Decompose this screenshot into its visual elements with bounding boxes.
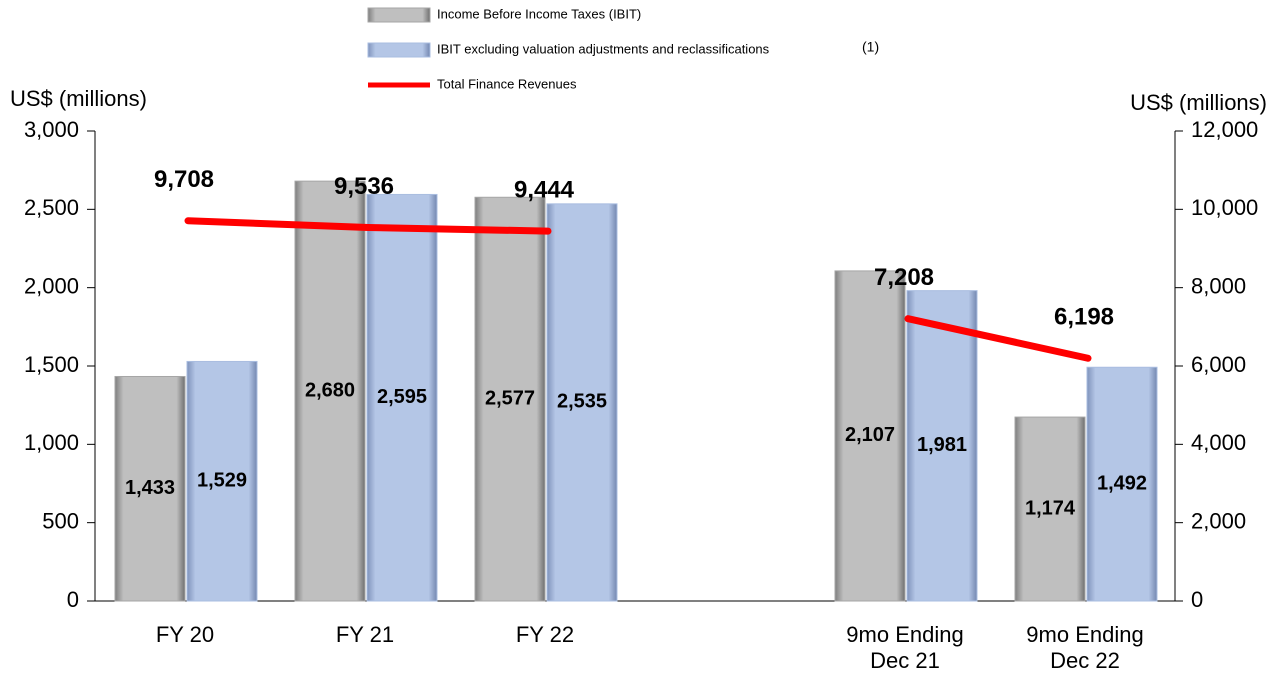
bar: [1014, 416, 1086, 602]
y-axis-label: US$ (millions): [10, 86, 147, 111]
bar: [294, 180, 366, 602]
x-tick-label: 9mo Ending Dec 22: [1026, 622, 1144, 673]
y-tick-label: 500: [42, 508, 79, 533]
line-value-label: 6,198: [1054, 304, 1114, 331]
y-tick-label: 3,000: [24, 117, 79, 142]
y2-tick-label: 8,000: [1191, 273, 1246, 298]
x-tick-label: FY 22: [515, 622, 575, 647]
bar: [834, 270, 906, 602]
y-tick-label: 1,500: [24, 352, 79, 377]
y-tick-label: 2,000: [24, 273, 79, 298]
bar-value-label: 2,535: [557, 391, 607, 413]
y2-tick-label: 12,000: [1191, 117, 1258, 142]
bar-value-label: 1,529: [197, 470, 247, 492]
bar: [906, 290, 978, 602]
legend-label: Total Finance Revenues: [437, 76, 577, 91]
line-value-label: 7,208: [874, 264, 934, 291]
y2-tick-label: 2,000: [1191, 508, 1246, 533]
y-tick-label: 0: [67, 587, 79, 612]
bar-value-label: 2,107: [845, 424, 895, 446]
line: [184, 217, 1092, 362]
bar-value-label: 2,680: [305, 379, 355, 401]
bar-value-label: 2,595: [377, 386, 427, 408]
bar: [546, 203, 618, 602]
bar: [474, 196, 546, 602]
y2-tick-label: 6,000: [1191, 352, 1246, 377]
bar: [114, 375, 186, 602]
legend-swatch: [367, 7, 431, 23]
y2-tick-label: 4,000: [1191, 430, 1246, 455]
x-tick-label: FY 20: [155, 622, 215, 647]
y2-tick-label: 0: [1191, 587, 1203, 612]
y2-tick-label: 10,000: [1191, 195, 1258, 220]
y-tick-label: 2,500: [24, 195, 79, 220]
legend-swatch: [367, 42, 431, 58]
bar: [366, 193, 438, 602]
bar-value-label: 1,981: [917, 434, 967, 456]
y2-axis-label: US$ (millions): [1130, 90, 1267, 115]
bar-value-label: 1,433: [125, 477, 175, 499]
bar-value-label: 1,174: [1025, 497, 1076, 519]
bar-value-label: 1,492: [1097, 472, 1147, 494]
bar: [1086, 366, 1158, 602]
x-tick-label: FY 21: [335, 622, 395, 647]
bar: [186, 360, 258, 602]
legend-label: IBIT excluding valuation adjustments and…: [437, 41, 770, 56]
bar-value-label: 2,577: [485, 387, 535, 409]
line-value-label: 9,536: [334, 173, 394, 200]
legend-label: Income Before Income Taxes (IBIT): [437, 6, 641, 21]
line-value-label: 9,708: [154, 166, 214, 193]
y-tick-label: 1,000: [24, 430, 79, 455]
line-value-label: 9,444: [514, 176, 575, 203]
legend-note: (1): [862, 39, 879, 55]
x-tick-label: 9mo Ending Dec 21: [846, 622, 964, 673]
